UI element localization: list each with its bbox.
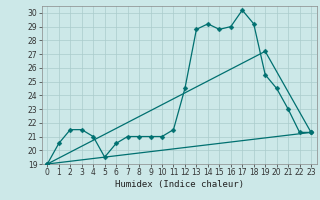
X-axis label: Humidex (Indice chaleur): Humidex (Indice chaleur) [115, 180, 244, 189]
